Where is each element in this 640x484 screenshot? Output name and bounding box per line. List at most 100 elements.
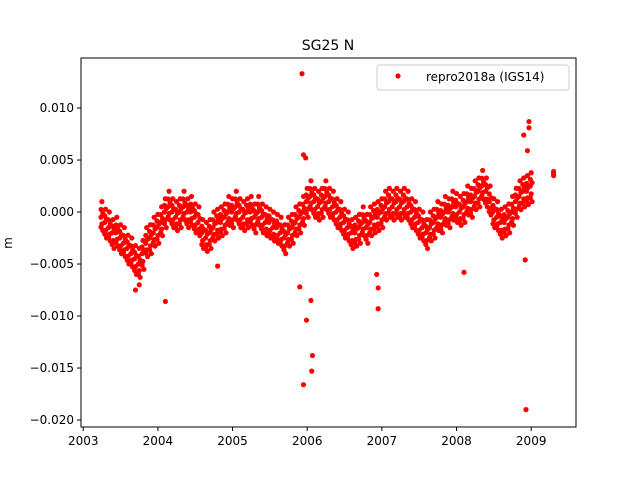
data-point — [251, 226, 257, 232]
data-point — [359, 212, 365, 218]
data-point — [180, 214, 186, 220]
data-point — [479, 175, 485, 181]
data-point — [456, 219, 462, 225]
outlier-point — [523, 407, 529, 413]
data-point — [326, 210, 332, 216]
data-point — [248, 193, 254, 200]
data-point — [318, 210, 324, 216]
data-point — [267, 206, 273, 212]
data-point — [494, 224, 500, 230]
data-point — [223, 230, 229, 236]
data-point — [117, 247, 123, 253]
y-tick-label: 0.005 — [40, 153, 74, 167]
data-point — [217, 229, 224, 235]
data-point — [349, 216, 355, 223]
data-point — [312, 185, 318, 191]
data-point — [357, 240, 363, 246]
data-point — [240, 214, 246, 220]
data-point — [125, 232, 131, 238]
data-point — [314, 196, 321, 202]
data-point — [270, 225, 276, 231]
x-tick-label: 2005 — [217, 434, 248, 448]
data-point — [341, 231, 347, 237]
outlier-point — [303, 155, 309, 161]
data-point — [390, 188, 396, 194]
data-point — [285, 230, 291, 236]
data-point — [156, 240, 162, 246]
data-point — [277, 222, 283, 228]
data-point — [516, 186, 522, 192]
data-point — [365, 240, 371, 246]
data-point — [415, 231, 421, 237]
data-point — [210, 217, 216, 223]
data-point — [120, 232, 127, 239]
data-point — [441, 209, 448, 215]
data-point — [404, 196, 410, 202]
data-point — [329, 196, 336, 202]
data-point — [151, 214, 157, 220]
legend-box — [376, 64, 570, 91]
y-tick-label: 0.000 — [40, 205, 74, 219]
data-point — [333, 221, 339, 227]
x-tick-label: 2004 — [143, 434, 174, 448]
data-point — [360, 204, 366, 210]
data-point — [467, 210, 474, 216]
data-point — [344, 217, 350, 223]
data-point — [188, 219, 194, 225]
data-point — [111, 245, 117, 252]
data-point — [303, 210, 309, 216]
data-point — [375, 199, 381, 205]
data-point — [281, 247, 287, 253]
data-point — [352, 222, 358, 228]
data-point — [285, 214, 292, 220]
data-point — [186, 225, 192, 231]
data-point — [210, 234, 216, 241]
data-point — [135, 271, 141, 277]
data-point — [382, 214, 388, 220]
data-point — [178, 225, 184, 231]
data-point — [456, 209, 462, 215]
data-point — [298, 230, 304, 236]
data-point — [202, 235, 209, 241]
data-point — [240, 206, 246, 213]
data-point — [148, 251, 154, 257]
data-point — [161, 221, 168, 227]
data-point — [320, 214, 326, 220]
data-point — [397, 204, 403, 210]
data-point — [329, 214, 336, 220]
data-point — [217, 212, 224, 218]
data-point — [453, 190, 460, 197]
data-point — [176, 221, 183, 227]
outlier-point — [299, 71, 305, 77]
data-point — [277, 240, 283, 246]
data-point — [522, 204, 528, 210]
data-point — [498, 206, 504, 212]
data-point — [128, 243, 134, 249]
data-point — [185, 196, 191, 202]
data-point — [411, 224, 418, 230]
chart-title: SG25 N — [302, 38, 354, 54]
data-point — [408, 221, 414, 227]
data-point — [117, 222, 124, 228]
data-point — [232, 196, 238, 202]
x-tick-label: 2008 — [441, 434, 472, 448]
data-point — [505, 226, 511, 232]
data-point — [299, 219, 306, 225]
data-point — [139, 262, 145, 268]
data-point — [501, 212, 507, 218]
data-point — [322, 186, 328, 192]
data-point — [263, 204, 269, 210]
data-point — [192, 201, 198, 207]
data-point — [416, 206, 422, 212]
data-point — [240, 224, 246, 230]
data-point — [372, 230, 378, 236]
data-point — [426, 225, 433, 231]
data-point — [113, 222, 119, 228]
data-point — [529, 199, 535, 205]
data-point — [397, 196, 403, 202]
data-point — [523, 188, 530, 194]
data-point — [292, 212, 298, 218]
data-point — [426, 234, 433, 241]
data-point — [271, 209, 277, 215]
